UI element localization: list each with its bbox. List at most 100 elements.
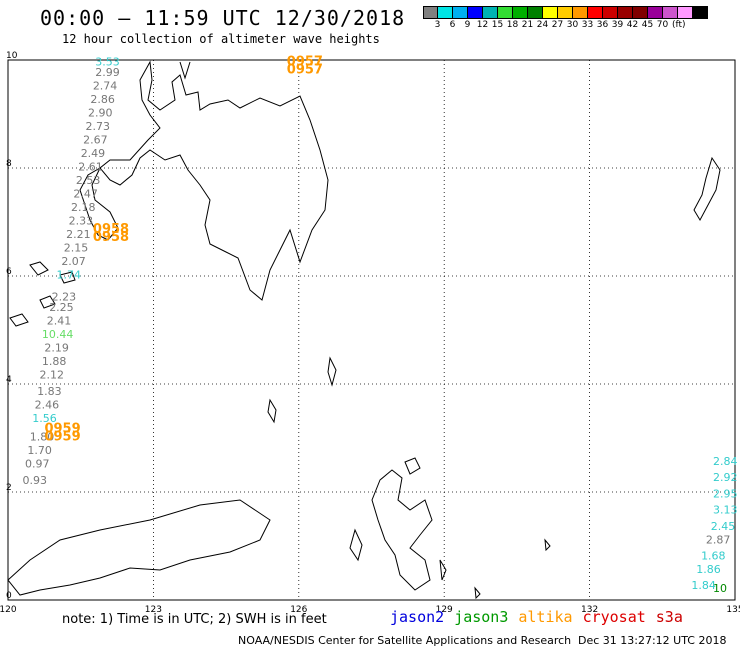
wave-height-label: 2.84: [713, 455, 738, 468]
scale-swatch: [423, 6, 438, 19]
pass-time-label: 0957: [287, 54, 323, 69]
scale-label: 21: [521, 20, 534, 30]
scale-swatch: [438, 6, 453, 19]
coastline-sulawesi: [7, 499, 271, 596]
x-tick-label: 129: [436, 605, 453, 615]
scale-label: 18: [506, 20, 519, 30]
coastline-zamboanga: [79, 166, 119, 241]
map-subtitle: 12 hour collection of altimeter wave hei…: [62, 32, 380, 46]
map-note: note: 1) Time is in UTC; 2) SWH is in fe…: [62, 612, 327, 627]
scale-label: 45: [641, 20, 654, 30]
pass-time-label: 0959: [44, 430, 80, 445]
scale-swatch: [483, 6, 498, 19]
scale-label: 15: [491, 20, 504, 30]
coastline-mindanao: [99, 60, 329, 301]
scale-label: 6: [449, 20, 456, 30]
satellite-legend: jason2 jason3 altika cryosat s3a: [390, 608, 693, 626]
x-tick-label: 120: [0, 605, 17, 615]
coastline-morotai: [404, 457, 421, 475]
scale-swatch: [693, 6, 708, 19]
map-title: 00:00 — 11:59 UTC 12/30/2018: [40, 6, 406, 30]
pass-time-label: 0958: [93, 222, 129, 237]
wave-height-label: 1.56: [32, 412, 57, 425]
y-tick-label: 2: [6, 483, 12, 493]
wave-height-label: 2.12: [40, 369, 65, 382]
wave-height-label: 2.18: [71, 201, 96, 214]
wave-height-label: 2.45: [711, 520, 736, 533]
legend-item-jason2: jason2: [390, 608, 445, 626]
x-tick-label: 126: [290, 605, 307, 615]
wave-height-label: 1.86: [696, 563, 721, 576]
wave-height-label: 2.07: [61, 255, 86, 268]
scale-label: 36: [596, 20, 609, 30]
wave-height-label: 2.74: [93, 80, 118, 93]
wave-height-label: 0.97: [25, 458, 50, 471]
wave-height-label: 2.25: [49, 301, 74, 314]
wave-height-label: 2.92: [713, 471, 738, 484]
coastline-sangihe: [267, 356, 337, 424]
wave-height-label: 2.19: [44, 342, 69, 355]
wave-height-label: 2.87: [706, 533, 731, 546]
coastline-palau: [693, 156, 721, 222]
wave-height-label: 2.95: [713, 487, 738, 500]
wave-height-label: 2.15: [64, 242, 88, 255]
legend-item-s3a: s3a: [655, 608, 683, 626]
wave-height-label: 2.53: [76, 174, 101, 187]
x-tick-label: 132: [581, 605, 598, 615]
wave-height-label: 2.47: [73, 188, 98, 201]
axis-ticks: 120 123 126 129 132 135 0 2 4 6 8 10: [0, 51, 740, 615]
wave-height-label: 0.93: [23, 474, 48, 487]
scale-swatch: [603, 6, 618, 19]
wave-height-label: 3.53: [95, 55, 120, 68]
coastline-north: [179, 61, 191, 80]
scale-label: 33: [581, 20, 594, 30]
coastline-halmahera: [371, 469, 433, 591]
wave-height-label: 2.49: [81, 147, 106, 160]
scale-label: 39: [611, 20, 624, 30]
scale-label: 9: [464, 20, 471, 30]
scale-label: 30: [566, 20, 579, 30]
wave-height-label: 1.74: [56, 269, 81, 282]
wave-height-label: 10: [713, 582, 727, 595]
y-tick-label: 0: [6, 591, 12, 601]
scale-swatch: [633, 6, 648, 19]
wave-height-label: 10.44: [42, 328, 74, 341]
pass-time-label: 0959: [44, 422, 80, 437]
wave-height-label: 2.73: [86, 120, 111, 133]
pass-time-label: 0957: [287, 62, 323, 77]
scale-swatch: [453, 6, 468, 19]
y-tick-label: 10: [6, 51, 18, 61]
scale-label: 24: [536, 20, 549, 30]
scale-swatch: [513, 6, 528, 19]
wave-height-label: 1.84: [691, 579, 716, 592]
scale-swatch: [558, 6, 573, 19]
wave-height-label: 2.86: [90, 93, 115, 106]
wave-height-label: 2.23: [52, 290, 76, 303]
scale-label: 3: [434, 20, 441, 30]
wave-height-label: 1.70: [27, 444, 51, 457]
coastline-minor-islands: [349, 528, 551, 600]
wave-height-label: 3.13: [713, 504, 738, 517]
scale-swatch: [468, 6, 483, 19]
scale-swatch: [648, 6, 663, 19]
wave-height-label: 2.21: [66, 228, 91, 241]
wave-height-label: 2.67: [83, 134, 108, 147]
scale-swatch: [528, 6, 543, 19]
x-tick-label: 135: [726, 605, 740, 615]
color-scale: 3 6 9 12 15 18 21 24 27 30 33 36 39 42 45 70 (ft): [423, 6, 708, 30]
coastlines: [7, 60, 721, 600]
scale-label: 27: [551, 20, 564, 30]
scale-unit: (ft): [672, 20, 686, 30]
scale-swatch: [573, 6, 588, 19]
legend-item-jason3: jason3: [454, 608, 509, 626]
map-frame: [7, 59, 736, 601]
generated-timestamp: Dec 31 13:27:12 UTC 2018: [578, 634, 727, 647]
color-scale-labels: 3 6 9 12 15 18 21 24 27 30 33 36 39 42 45 70 (ft): [430, 20, 708, 30]
y-tick-label: 6: [6, 267, 12, 277]
color-scale-swatches: [423, 6, 708, 19]
wave-height-label: 1.83: [37, 385, 62, 398]
y-tick-label: 4: [6, 375, 12, 385]
wave-height-label: 1.88: [42, 355, 67, 368]
